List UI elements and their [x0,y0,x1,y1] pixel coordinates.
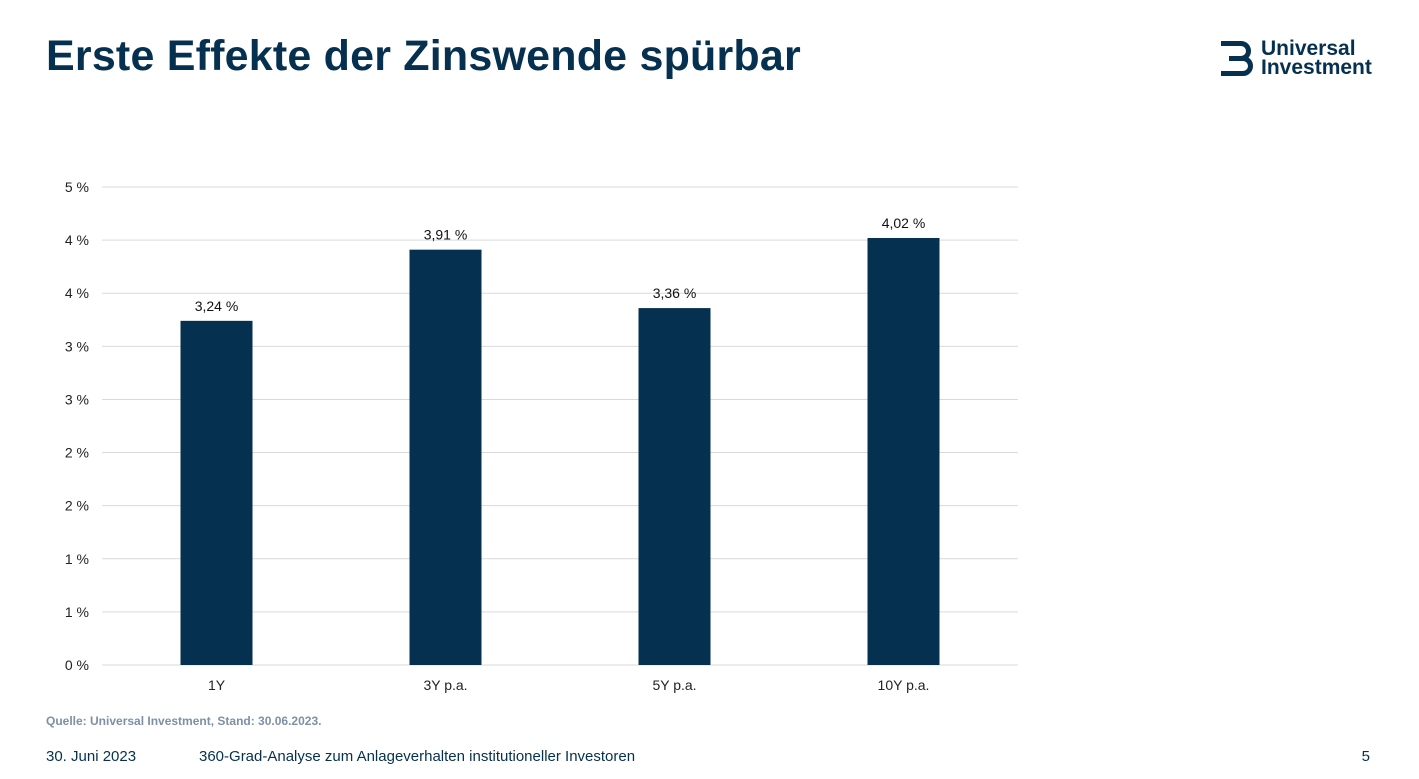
logo-line-2: Investment [1261,56,1372,79]
y-tick-label: 3 % [65,338,89,354]
universal-investment-logo: Universal Investment [1221,37,1373,79]
bar [409,249,482,665]
chart-gridlines [102,186,1018,666]
bar-value-label: 4,02 % [882,215,926,231]
x-tick-label: 10Y p.a. [878,677,930,693]
bar [180,320,253,665]
logo-line-1: Universal [1261,37,1356,60]
bar-value-label: 3,36 % [653,285,697,301]
y-tick-label: 0 % [65,657,89,673]
footer-subject: 360-Grad-Analyse zum Anlageverhalten ins… [199,748,636,765]
slide-title: Erste Effekte der Zinswende spürbar [46,32,801,80]
x-tick-label: 1Y [208,677,226,693]
logo-wordmark: Universal Investment [1261,37,1372,79]
y-tick-label: 2 % [65,445,89,461]
bar-value-label: 3,91 % [424,227,468,243]
chart-bars [180,237,940,665]
y-tick-label: 3 % [65,391,89,407]
universal-investment-logo-mark-icon [1221,41,1253,76]
y-tick-label: 4 % [65,232,89,248]
x-axis-tick-labels: 1Y 3Y p.a. 5Y p.a. 10Y p.a. [208,677,930,693]
x-tick-label: 5Y p.a. [652,677,696,693]
bar [638,308,711,665]
bar-value-label: 3,24 % [195,298,239,314]
y-tick-label: 2 % [65,498,89,514]
footer-date: 30. Juni 2023 [46,748,137,765]
y-tick-label: 1 % [65,551,89,567]
bar [867,237,940,665]
bar-value-labels: 3,24 % 3,91 % 3,36 % 4,02 % [195,215,926,314]
y-axis-tick-labels: 0 % 1 % 1 % 2 % 2 % 3 % 3 % 4 % 4 % 5 % [65,179,89,673]
y-tick-label: 5 % [65,179,89,195]
page-number: 5 [1361,748,1370,765]
source-note: Quelle: Universal Investment, Stand: 30.… [46,714,322,728]
x-tick-label: 3Y p.a. [423,677,467,693]
y-tick-label: 1 % [65,604,89,620]
y-tick-label: 4 % [65,285,89,301]
